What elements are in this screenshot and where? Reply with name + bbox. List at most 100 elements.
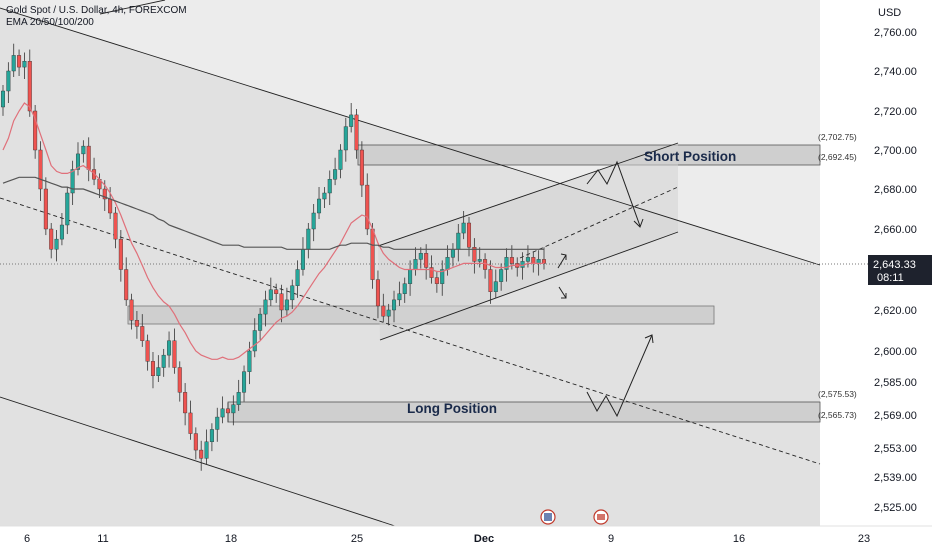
- candle-bear: [102, 188, 107, 200]
- candle-bull: [440, 269, 445, 284]
- candle-bull: [1, 90, 5, 108]
- candle-bull: [499, 269, 504, 282]
- candle-bull: [392, 299, 397, 311]
- short-position-label: Short Position: [644, 149, 736, 164]
- trend-lines: [0, 0, 868, 527]
- price-tick-label: 2,740.00: [874, 66, 917, 78]
- candle-bull: [22, 61, 27, 68]
- candle-bull: [81, 145, 86, 155]
- candle-bear: [370, 228, 375, 280]
- event-icon-us-flag[interactable]: [593, 509, 609, 525]
- candle-bull: [450, 249, 455, 258]
- candle-bull: [493, 281, 498, 292]
- candle-bull: [161, 354, 166, 368]
- candle-bear: [108, 198, 113, 214]
- projection-arrows: [557, 160, 654, 418]
- zone-long: [227, 401, 821, 423]
- price-tag-short-bottom: (2,692.45): [818, 152, 857, 162]
- price-tag-short-top: (2,702.75): [818, 132, 857, 142]
- candle-bear: [424, 253, 429, 268]
- short-scenario-arrowhead: [633, 218, 644, 228]
- candle-bear: [177, 367, 182, 393]
- candle-bull: [445, 257, 450, 270]
- candle-bull: [349, 114, 354, 127]
- wedge-lower-line: [379, 231, 679, 341]
- ema-slow-line: [2, 176, 544, 250]
- symbol-title: Gold Spot / U.S. Dollar, 4h, FOREXCOM: [6, 5, 187, 16]
- candle-bull: [75, 153, 80, 170]
- price-tick-label: 2,553.00: [874, 443, 917, 455]
- candle-bull: [204, 441, 209, 459]
- time-tick-label: 18: [225, 533, 237, 545]
- current-price-value: 2,643.33: [873, 259, 916, 271]
- time-axis[interactable]: [0, 525, 932, 550]
- candle-bear: [188, 412, 193, 434]
- candle-bull: [59, 224, 64, 240]
- wedge-dashed-line: [519, 186, 679, 259]
- candle-bear: [172, 340, 177, 368]
- candle-bear: [134, 320, 139, 327]
- candle-bear: [434, 277, 439, 284]
- candle-bull: [215, 416, 220, 430]
- candle-bear: [429, 267, 434, 278]
- price-tag-long-top: (2,575.53): [818, 389, 857, 399]
- price-tick-label: 2,700.00: [874, 145, 917, 157]
- candle-bear: [124, 269, 129, 301]
- current-price-countdown: 08:11: [877, 272, 904, 284]
- candle-bull: [167, 340, 172, 356]
- candle-bull: [461, 222, 466, 234]
- candle-bear: [467, 222, 472, 248]
- candle-bear: [38, 149, 43, 190]
- candle-bear: [199, 449, 204, 459]
- candle-bull: [231, 404, 236, 414]
- candle-bull: [408, 269, 413, 284]
- price-tick-label: 2,720.00: [874, 106, 917, 118]
- candle-bull: [11, 55, 16, 72]
- candle-bull: [295, 269, 300, 286]
- candle-bull: [220, 408, 225, 418]
- candle-bull: [525, 257, 530, 262]
- candle-bull: [327, 179, 332, 194]
- candle-bull: [504, 257, 509, 270]
- candle-bull: [386, 309, 391, 317]
- channel-top-fragment-line: [99, 0, 166, 15]
- channel-lower-line: [0, 396, 396, 527]
- candle-bull: [338, 149, 343, 170]
- candle-bull: [456, 232, 461, 250]
- candle-bear: [472, 247, 477, 262]
- candle-bull: [242, 371, 247, 393]
- candle-bull: [418, 253, 423, 260]
- candle-bull: [322, 192, 327, 200]
- current-price-label: 2,643.33 08:11: [868, 255, 932, 285]
- event-icon-us[interactable]: [540, 509, 556, 525]
- price-tick-label: 2,539.00: [874, 472, 917, 484]
- candle-bear: [43, 188, 48, 230]
- candle-bear: [150, 361, 155, 377]
- time-tick-label: 6: [24, 533, 30, 545]
- time-axis-ticks: 6 11 18 25 Dec 9 16 23: [24, 533, 870, 545]
- candle-bull: [65, 192, 70, 226]
- candle-bear: [359, 149, 364, 186]
- candle-bear: [183, 392, 188, 414]
- candle-bull: [156, 367, 161, 376]
- candle-bull: [413, 259, 418, 270]
- currency-label: USD: [878, 7, 901, 19]
- price-tick-label: 2,760.00: [874, 27, 917, 39]
- candle-bull: [300, 249, 305, 270]
- candle-bear: [354, 114, 359, 151]
- candle-bear: [225, 408, 230, 414]
- candle-bear: [118, 238, 123, 270]
- candle-bear: [375, 279, 380, 307]
- price-tick-label: 2,620.00: [874, 305, 917, 317]
- candle-bull: [477, 259, 482, 262]
- candle-bear: [86, 145, 91, 170]
- candle-bull: [6, 70, 11, 92]
- price-tick-label: 2,569.00: [874, 410, 917, 422]
- candle-bull: [311, 212, 316, 230]
- candle-bull: [397, 293, 402, 301]
- candle-bull: [268, 289, 273, 301]
- time-tick-label: Dec: [474, 533, 494, 545]
- candle-bear: [140, 326, 145, 341]
- zone-short: [357, 144, 821, 166]
